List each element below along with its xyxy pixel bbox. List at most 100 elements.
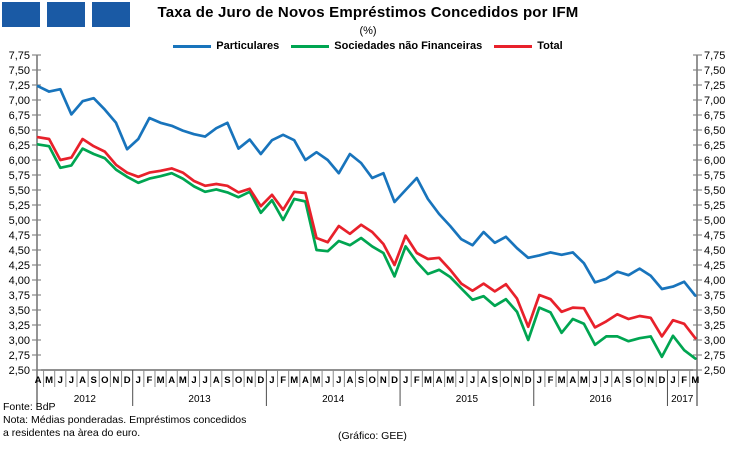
chart-title: Taxa de Juro de Novos Empréstimos Conced… <box>157 4 579 21</box>
y-tick-label-left: 4,75 <box>9 230 30 242</box>
month-tick-label: A <box>614 375 621 386</box>
month-tick-label: A <box>213 375 220 386</box>
year-label: 2013 <box>188 394 211 405</box>
x-axis-separators <box>43 370 691 406</box>
note-line-2: a residentes na àrea do euro. <box>3 427 141 439</box>
month-tick-label: N <box>246 375 253 386</box>
y-tick-label-left: 7,75 <box>9 50 30 62</box>
y-tick-label-right: 2,75 <box>704 350 725 362</box>
month-tick-label: F <box>414 375 420 386</box>
note-line-1: Nota: Médias ponderadas. Empréstimos con… <box>3 414 247 426</box>
month-tick-label: S <box>625 375 631 386</box>
y-tick-label-right: 3,75 <box>704 290 725 302</box>
y-tick-label-right: 3,25 <box>704 320 725 332</box>
month-tick-label: D <box>658 375 665 386</box>
series-line-total <box>36 135 697 340</box>
credit-note: (Gráfico: GEE) <box>338 430 407 442</box>
y-tick-label-right: 5,00 <box>704 215 725 227</box>
y-tick-label-right: 7,25 <box>704 80 725 92</box>
month-tick-label: O <box>502 375 509 386</box>
y-tick-label-left: 3,00 <box>9 335 30 347</box>
year-label: 2017 <box>671 394 694 405</box>
logo-square <box>2 2 40 27</box>
legend-item: Particulares <box>173 40 279 52</box>
y-tick-label-left: 5,50 <box>9 185 30 197</box>
y-tick-label-left: 6,50 <box>9 125 30 137</box>
month-tick-label: S <box>224 375 230 386</box>
month-tick-label: M <box>424 375 432 386</box>
source-note: Fonte: BdP <box>3 401 56 413</box>
chart-legend: Particulares Sociedades não Financeiras To… <box>0 40 736 52</box>
month-tick-label: N <box>380 375 387 386</box>
month-tick-label: J <box>58 375 63 386</box>
y-tick-label-left: 2,50 <box>9 365 30 377</box>
legend-label: Sociedades não Financeiras <box>334 40 483 52</box>
y-tick-label-right: 5,25 <box>704 200 725 212</box>
legend-swatch-icon <box>173 44 212 48</box>
month-tick-label: A <box>347 375 354 386</box>
y-tick-label-left: 7,50 <box>9 65 30 77</box>
month-tick-label: F <box>147 375 153 386</box>
y-tick-label-right: 6,00 <box>704 155 725 167</box>
y-tick-label-left: 6,00 <box>9 155 30 167</box>
month-tick-label: M <box>313 375 321 386</box>
month-tick-label: J <box>202 375 207 386</box>
series-line-particulares <box>36 84 697 297</box>
logo-square <box>47 2 85 27</box>
month-tick-label: J <box>470 375 475 386</box>
y-tick-label-left: 2,75 <box>9 350 30 362</box>
y-tick-label-left: 5,75 <box>9 170 30 182</box>
month-tick-label: A <box>569 375 576 386</box>
month-tick-label: A <box>35 375 42 386</box>
month-tick-label: J <box>69 375 74 386</box>
logo-square <box>92 2 130 27</box>
month-tick-label: O <box>636 375 643 386</box>
y-tick-label-right: 6,25 <box>704 140 725 152</box>
y-axis-labels-right: 7,75 7,50 7,25 7,00 6,75 6,50 6,25 6,00 5,75 5,50… <box>704 50 725 377</box>
month-tick-label: S <box>358 375 364 386</box>
logo-squares <box>2 2 130 27</box>
month-tick-label: J <box>336 375 341 386</box>
month-tick-label: J <box>459 375 464 386</box>
month-tick-label: O <box>369 375 376 386</box>
legend-swatch-icon <box>291 44 330 48</box>
y-tick-label-right: 7,00 <box>704 95 725 107</box>
month-tick-label: J <box>537 375 542 386</box>
y-tick-label-left: 4,50 <box>9 245 30 257</box>
y-tick-label-left: 3,25 <box>9 320 30 332</box>
y-tick-label-right: 5,75 <box>704 170 725 182</box>
legend-item: Total <box>494 40 563 52</box>
month-tick-label: A <box>168 375 175 386</box>
month-tick-label: O <box>235 375 242 386</box>
y-tick-label-right: 5,50 <box>704 185 725 197</box>
y-tick-label-right: 4,75 <box>704 230 725 242</box>
month-tick-label: F <box>548 375 554 386</box>
month-tick-label: A <box>480 375 487 386</box>
y-tick-label-right: 6,75 <box>704 110 725 122</box>
y-tick-label-left: 5,25 <box>9 200 30 212</box>
month-tick-label: J <box>136 375 141 386</box>
y-tick-label-right: 4,00 <box>704 275 725 287</box>
month-tick-label: M <box>179 375 187 386</box>
y-tick-label-left: 6,75 <box>9 110 30 122</box>
y-tick-label-right: 4,50 <box>704 245 725 257</box>
month-tick-label: O <box>101 375 108 386</box>
month-tick-label: D <box>391 375 398 386</box>
month-tick-label: J <box>269 375 274 386</box>
series-line-sociedades-n-o-financeiras <box>36 143 697 360</box>
year-label: 2015 <box>456 394 479 405</box>
axes <box>36 55 698 406</box>
y-tick-label-right: 3,00 <box>704 335 725 347</box>
month-tick-label: M <box>580 375 588 386</box>
month-tick-label: A <box>302 375 309 386</box>
month-tick-label: N <box>647 375 654 386</box>
legend-label: Particulares <box>216 40 280 52</box>
month-tick-label: F <box>280 375 286 386</box>
month-tick-label: F <box>681 375 687 386</box>
month-tick-label: J <box>604 375 609 386</box>
month-tick-label: M <box>157 375 165 386</box>
month-tick-label: M <box>691 375 699 386</box>
legend-swatch-icon <box>494 44 533 48</box>
